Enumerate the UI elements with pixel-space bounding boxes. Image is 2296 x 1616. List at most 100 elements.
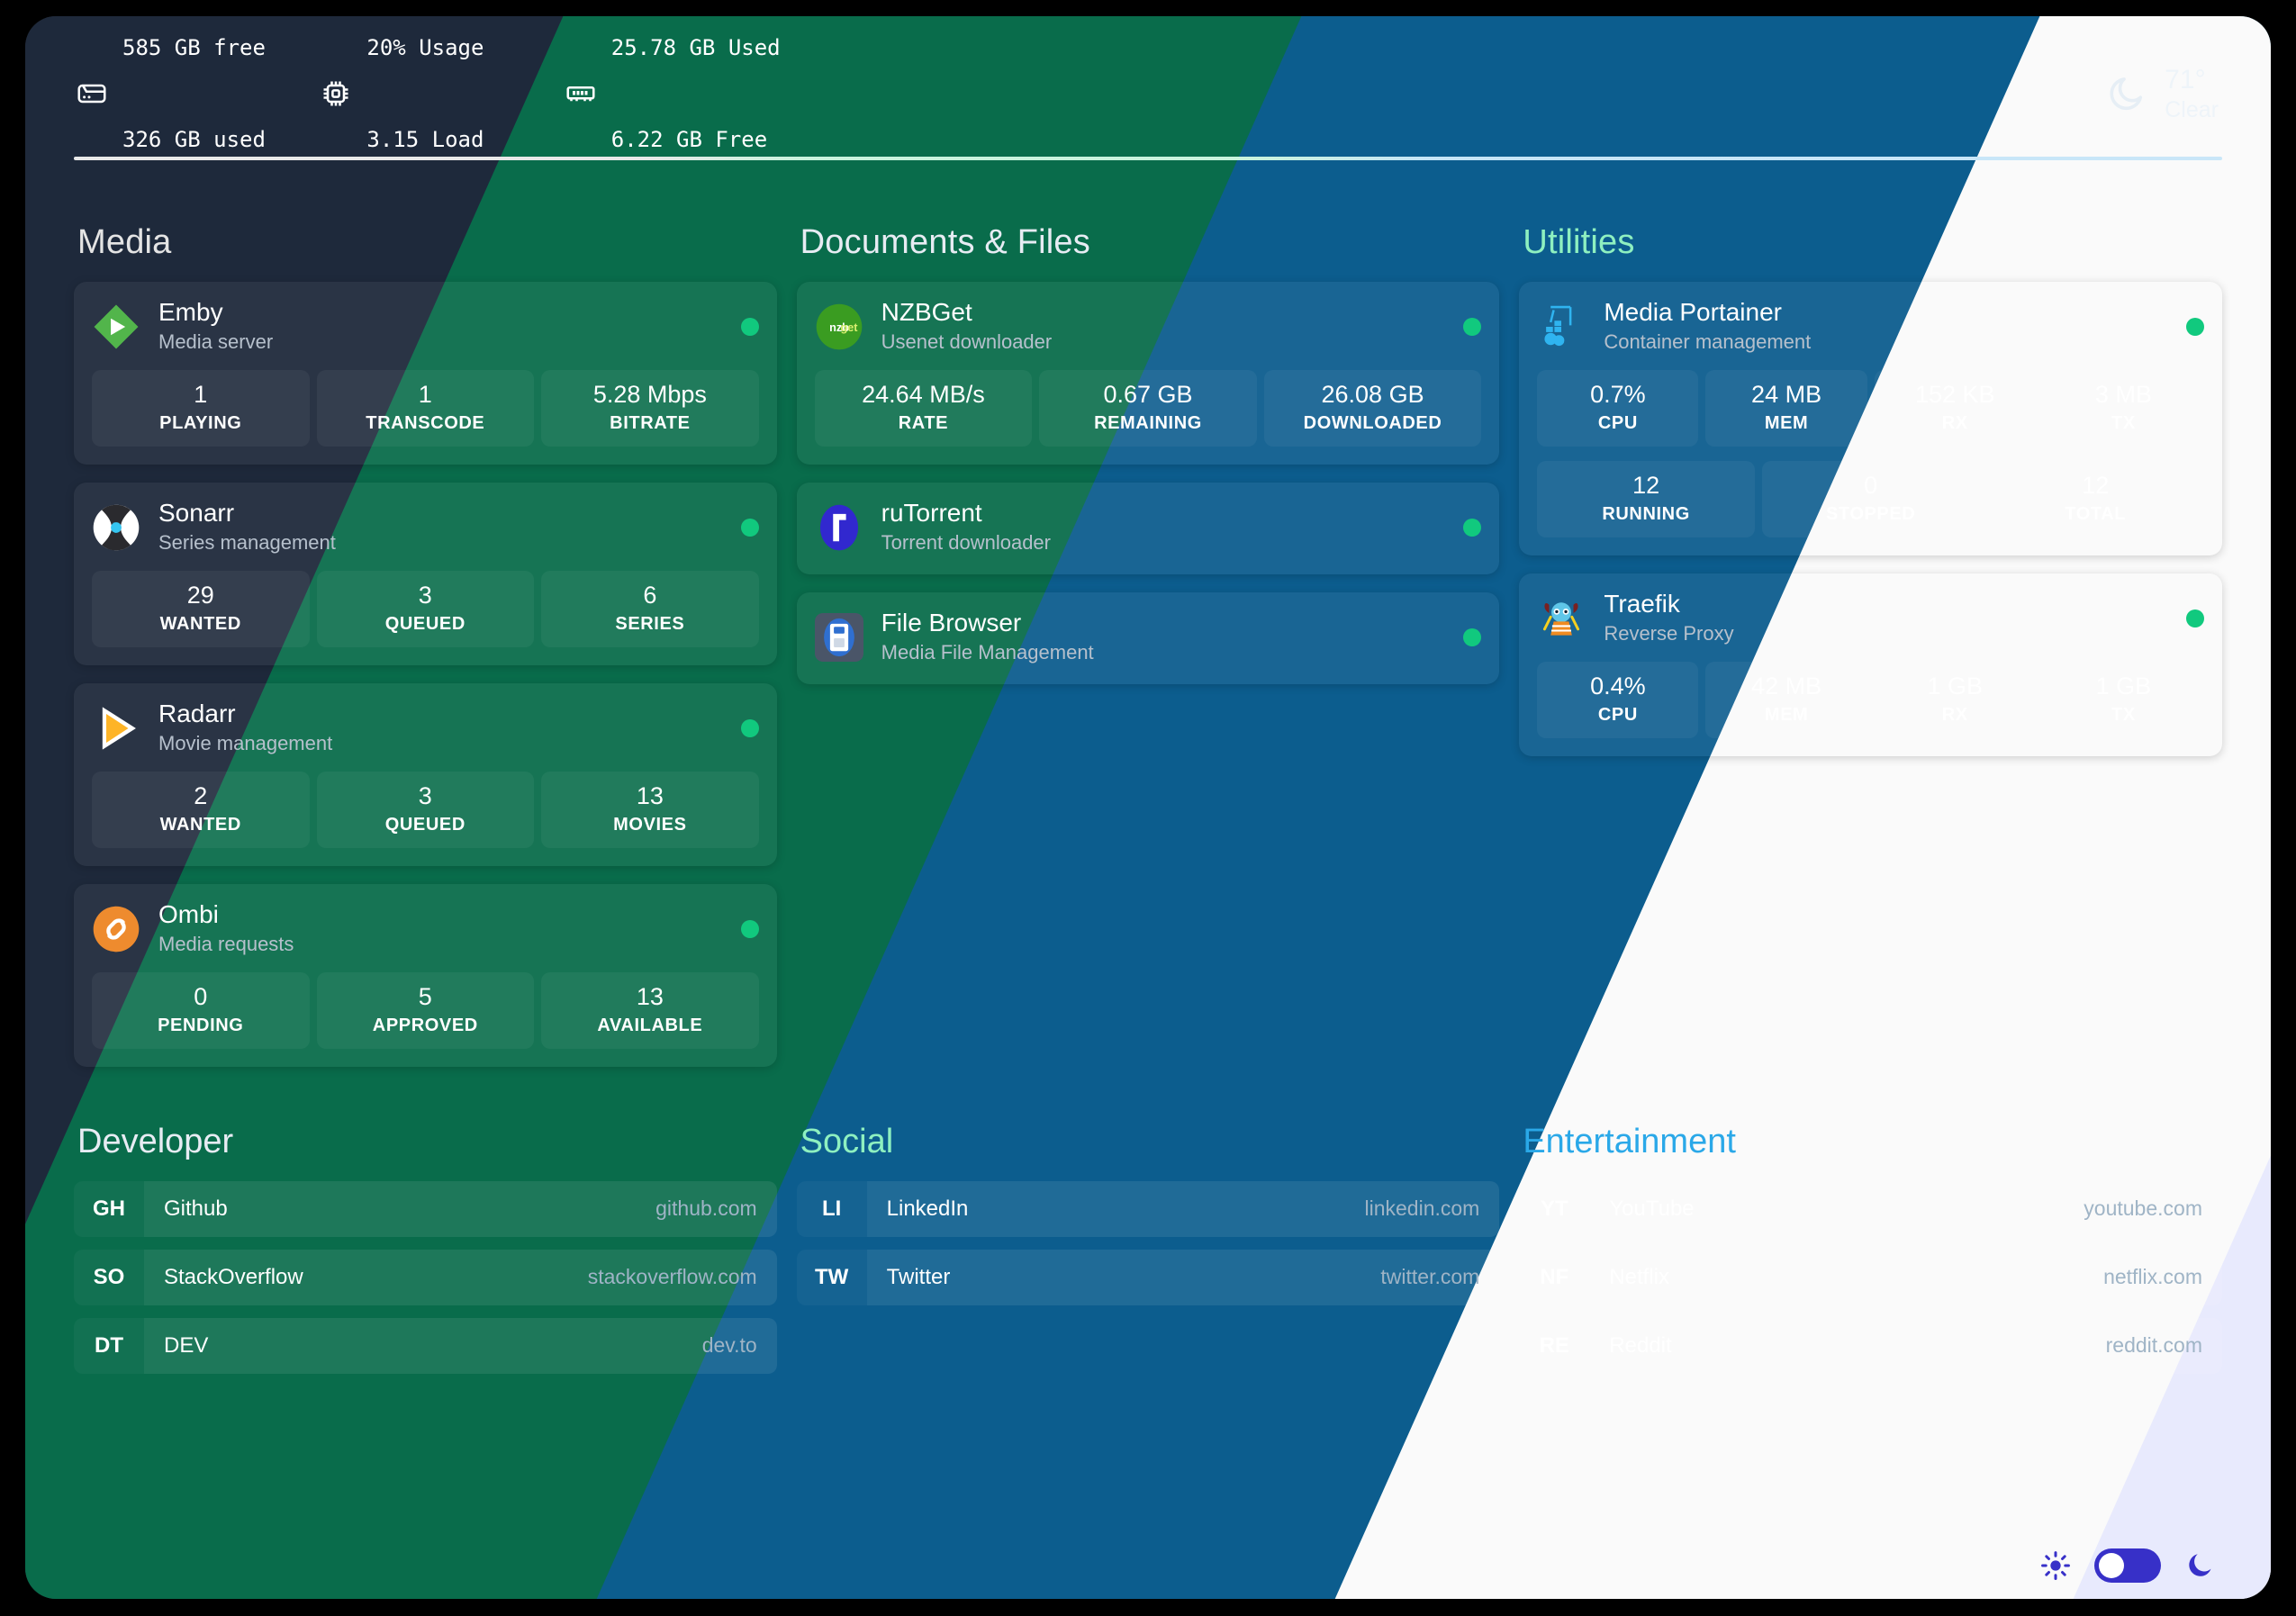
sonarr-logo bbox=[92, 503, 140, 552]
stat-tile: 24.64 MB/s RATE bbox=[814, 370, 1033, 447]
bookmark-link[interactable]: NF Netflix netflix.com bbox=[1519, 1249, 2222, 1305]
service-card[interactable]: Sonarr Series management 29 WANTED 3 QUEUED 6 S… bbox=[74, 482, 777, 665]
sun-icon[interactable] bbox=[2040, 1550, 2071, 1581]
bookmark-link[interactable]: TW Twitter twitter.com bbox=[796, 1249, 1500, 1305]
emby-logo bbox=[92, 302, 140, 351]
theme-toggle-group[interactable] bbox=[2040, 1548, 2215, 1583]
service-description: Reverse Proxy bbox=[1604, 622, 1734, 645]
bookmark-body[interactable]: Netflix netflix.com bbox=[1589, 1249, 2222, 1305]
stat-tile: 1 GB RX bbox=[1874, 661, 2036, 738]
stat-tile: 12 TOTAL bbox=[1986, 460, 2204, 537]
stat-tile: 1 GB TX bbox=[2042, 661, 2204, 738]
service-description: Usenet downloader bbox=[881, 330, 1053, 354]
stat-value: 3 bbox=[418, 781, 432, 809]
stat-tile: 13 AVAILABLE bbox=[541, 971, 759, 1049]
service-description: Container management bbox=[1604, 330, 1812, 354]
status-indicator-online bbox=[740, 718, 759, 737]
stat-cpu: 20% Usage 3.15 Load bbox=[320, 16, 522, 216]
service-card-header: File Browser Media File Management bbox=[814, 608, 1482, 666]
stat-tile: 3 QUEUED bbox=[316, 570, 535, 647]
service-card[interactable]: ruTorrent Torrent downloader bbox=[796, 482, 1500, 574]
disk-used-text: 326 GB used bbox=[122, 127, 266, 153]
theme-switch-knob bbox=[2099, 1553, 2124, 1578]
filebrowser-logo bbox=[814, 613, 863, 663]
moon-icon[interactable] bbox=[2184, 1550, 2215, 1581]
stat-label: AVAILABLE bbox=[597, 1015, 703, 1035]
service-stats-row: 0 PENDING 5 APPROVED 13 AVAILABLE bbox=[92, 971, 759, 1049]
stat-tile: 29 WANTED bbox=[92, 570, 310, 647]
bookmark-link[interactable]: DT DEV dev.to bbox=[74, 1317, 777, 1374]
theme-switch[interactable] bbox=[2094, 1548, 2161, 1583]
stat-value: 24 MB bbox=[1751, 381, 1822, 409]
bookmark-body[interactable]: DEV dev.to bbox=[144, 1317, 777, 1374]
portainer-logo bbox=[1537, 302, 1586, 351]
stat-value: 1 bbox=[194, 381, 208, 409]
service-name: Traefik bbox=[1604, 589, 1680, 618]
stat-value: 26.08 GB bbox=[1321, 381, 1424, 409]
stat-value: 0.7% bbox=[1590, 381, 1646, 409]
bookmark-body[interactable]: StackOverflow stackoverflow.com bbox=[144, 1249, 777, 1305]
service-name: File Browser bbox=[881, 608, 1022, 636]
rutorrent-logo bbox=[815, 503, 863, 552]
service-card[interactable]: File Browser Media File Management bbox=[796, 591, 1500, 685]
stat-value: 0.4% bbox=[1590, 672, 1646, 700]
bookmark-body[interactable]: Reddit reddit.com bbox=[1589, 1317, 2222, 1374]
stat-tile: 152 KB RX bbox=[1874, 370, 2036, 447]
bookmark-link[interactable]: RE Reddit reddit.com bbox=[1519, 1317, 2222, 1374]
service-card-header: ruTorrent Torrent downloader bbox=[815, 499, 1482, 556]
mem-free-text: 6.22 GB Free bbox=[610, 127, 768, 153]
stat-label: BITRATE bbox=[610, 412, 691, 433]
service-card[interactable]: Radarr Movie management 2 WANTED 3 QUEUED 13 MO… bbox=[74, 682, 777, 866]
bookmark-url: stackoverflow.com bbox=[587, 1265, 757, 1289]
services-grid: Media Emby Media server 1 PLAYING 1 TRANSCODE 5… bbox=[25, 160, 2271, 1085]
stat-tile: 2 WANTED bbox=[92, 771, 310, 848]
stat-tile: 3 QUEUED bbox=[316, 771, 535, 848]
cpu-load-text: 3.15 Load bbox=[366, 127, 484, 153]
stat-value: 152 KB bbox=[1914, 381, 1995, 409]
bookmark-name: Twitter bbox=[886, 1264, 951, 1289]
stat-label: TX bbox=[2111, 412, 2136, 433]
bookmark-body[interactable]: Github github.com bbox=[144, 1180, 777, 1237]
harddisk-icon bbox=[76, 77, 108, 110]
bookmark-abbreviation: TW bbox=[796, 1249, 867, 1305]
bookmark-abbreviation: RE bbox=[1519, 1317, 1590, 1374]
memory-ram-icon bbox=[565, 77, 597, 110]
bookmark-name: YouTube bbox=[1609, 1196, 1695, 1221]
stat-value: 13 bbox=[636, 982, 664, 1010]
bookmark-link[interactable]: GH Github github.com bbox=[74, 1180, 777, 1237]
bookmark-url: reddit.com bbox=[2105, 1333, 2202, 1358]
service-card[interactable]: nzb get NZBGet Usenet downloader 24.64 MB/s R… bbox=[796, 282, 1500, 465]
bookmark-url: twitter.com bbox=[1380, 1265, 1480, 1289]
stat-label: WANTED bbox=[159, 613, 241, 634]
weather-temperature: 71° bbox=[2165, 64, 2206, 95]
disk-free-text: 585 GB free bbox=[122, 34, 266, 60]
service-card[interactable]: Emby Media server 1 PLAYING 1 TRANSCODE 5.28 M… bbox=[74, 282, 777, 465]
bookmark-link[interactable]: SO StackOverflow stackoverflow.com bbox=[74, 1249, 777, 1305]
service-column: Utilities Media Portainer Container manage… bbox=[1519, 223, 2222, 774]
service-name: Emby bbox=[158, 298, 223, 326]
bookmark-body[interactable]: YouTube youtube.com bbox=[1589, 1180, 2222, 1237]
stat-label: QUEUED bbox=[384, 613, 466, 634]
stat-tile: 5.28 Mbps BITRATE bbox=[541, 370, 759, 447]
service-card-header: nzb get NZBGet Usenet downloader bbox=[815, 298, 1482, 356]
stat-value: 0 bbox=[1864, 471, 1878, 499]
bookmark-link[interactable]: YT YouTube youtube.com bbox=[1519, 1180, 2222, 1237]
bookmark-body[interactable]: LinkedIn linkedin.com bbox=[866, 1180, 1500, 1237]
stat-label: QUEUED bbox=[384, 814, 466, 835]
bookmark-link[interactable]: LI LinkedIn linkedin.com bbox=[796, 1180, 1500, 1237]
bookmarks-grid: Developer GH Github github.com SO StackOverfl… bbox=[25, 1085, 2271, 1386]
section-title: Media bbox=[77, 223, 172, 261]
service-name: Media Portainer bbox=[1604, 298, 1782, 326]
stat-value: 3 bbox=[418, 581, 432, 609]
bookmark-abbreviation: YT bbox=[1519, 1180, 1590, 1237]
service-card[interactable]: Traefik Reverse Proxy 0.4% CPU 42 MB MEM 1 GB R… bbox=[1519, 573, 2222, 756]
stat-value: 1 GB bbox=[1927, 672, 1983, 700]
service-card-header: Sonarr Series management bbox=[92, 499, 759, 556]
service-card[interactable]: Media Portainer Container management 0.7% C… bbox=[1519, 282, 2222, 555]
service-card[interactable]: Ombi Media requests 0 PENDING 5 APPROVED 13 AVA… bbox=[74, 883, 777, 1067]
bookmark-body[interactable]: Twitter twitter.com bbox=[866, 1249, 1500, 1305]
service-description: Series management bbox=[158, 531, 336, 555]
stat-tile: 26.08 GB DOWNLOADED bbox=[1263, 370, 1482, 447]
moon-icon bbox=[2105, 73, 2147, 114]
svg-text:get: get bbox=[840, 321, 858, 334]
